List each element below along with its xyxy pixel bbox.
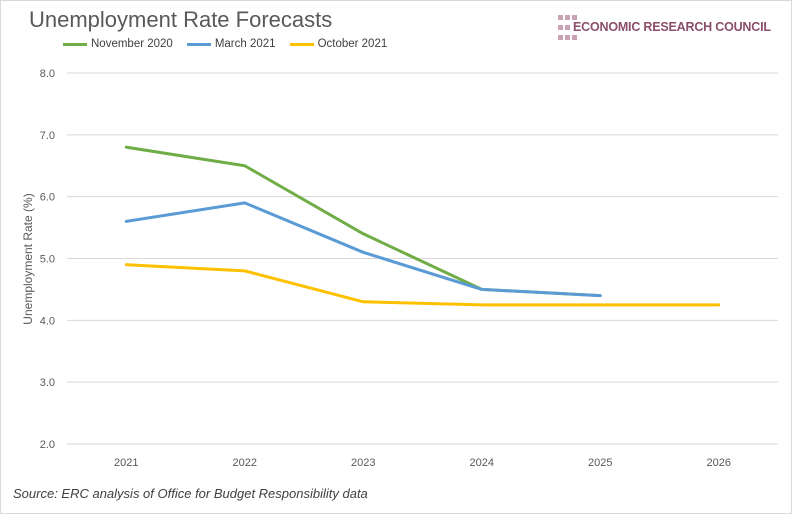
y-tick-label: 5.0 [40, 254, 55, 266]
x-tick-label: 2025 [588, 457, 612, 469]
legend-item: November 2020 [63, 38, 173, 50]
legend-label: November 2020 [91, 38, 173, 50]
y-tick-label: 7.0 [40, 130, 55, 142]
x-tick-label: 2022 [233, 457, 257, 469]
source-note: Source: ERC analysis of Office for Budge… [13, 486, 368, 501]
erc-logo: ECONOMIC RESEARCH COUNCIL [558, 13, 788, 43]
x-tick-label: 2024 [470, 457, 494, 469]
legend-label: October 2021 [317, 38, 388, 50]
logo-text: ECONOMIC RESEARCH COUNCIL [573, 20, 771, 34]
plot-area: 2.0 3.0 4.0 5.0 6.0 7.0 8.0 2021 2022 2023 2024 202… [21, 68, 778, 469]
legend-swatch [63, 42, 87, 46]
y-axis-label: Unemployment Rate (%) [21, 193, 35, 324]
legend-item: March 2021 [186, 38, 276, 50]
y-tick-label: 6.0 [40, 192, 55, 204]
legend-swatch [289, 42, 314, 46]
legend-item: October 2021 [289, 38, 388, 50]
y-tick-label: 4.0 [40, 315, 55, 327]
y-tick-label: 3.0 [40, 377, 55, 389]
chart-title: Unemployment Rate Forecasts [29, 7, 333, 32]
series-line-october-2021 [124, 263, 721, 307]
series-line-march-2021 [124, 201, 602, 298]
legend-swatch [186, 42, 211, 46]
series-line-november-2020 [124, 145, 602, 298]
x-tick-label: 2021 [114, 457, 138, 469]
y-tick-label: 2.0 [40, 439, 55, 451]
legend-label: March 2021 [214, 38, 276, 50]
x-tick-label: 2023 [351, 457, 375, 469]
legend: November 2020 March 2021 October 2021 [63, 38, 387, 50]
y-tick-label: 8.0 [40, 68, 55, 80]
x-tick-label: 2026 [707, 457, 731, 469]
